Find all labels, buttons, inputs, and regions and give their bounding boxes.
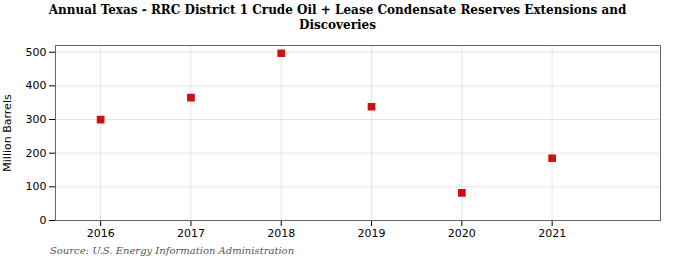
svg-text:Million Barrels: Million Barrels — [1, 94, 14, 172]
svg-text:500: 500 — [26, 46, 47, 59]
html-text:Source: U.S. Energy Informatio: Source: U.S. Energy Information Administ… — [50, 245, 295, 256]
svg-text:2017: 2017 — [177, 227, 205, 240]
svg-text:400: 400 — [26, 79, 47, 92]
svg-text:2019: 2019 — [358, 227, 386, 240]
html-text:Annual Texas - RRC District 1: Annual Texas - RRC District 1 Crude Oil … — [48, 3, 627, 32]
svg-text:2021: 2021 — [538, 227, 566, 240]
svg-text:2016: 2016 — [87, 227, 115, 240]
svg-text:200: 200 — [26, 147, 47, 160]
svg-text:0: 0 — [40, 214, 47, 227]
svg-text:100: 100 — [26, 180, 47, 193]
svg-text:2018: 2018 — [267, 227, 295, 240]
svg-text:300: 300 — [26, 113, 47, 126]
svg-text:2020: 2020 — [448, 227, 476, 240]
